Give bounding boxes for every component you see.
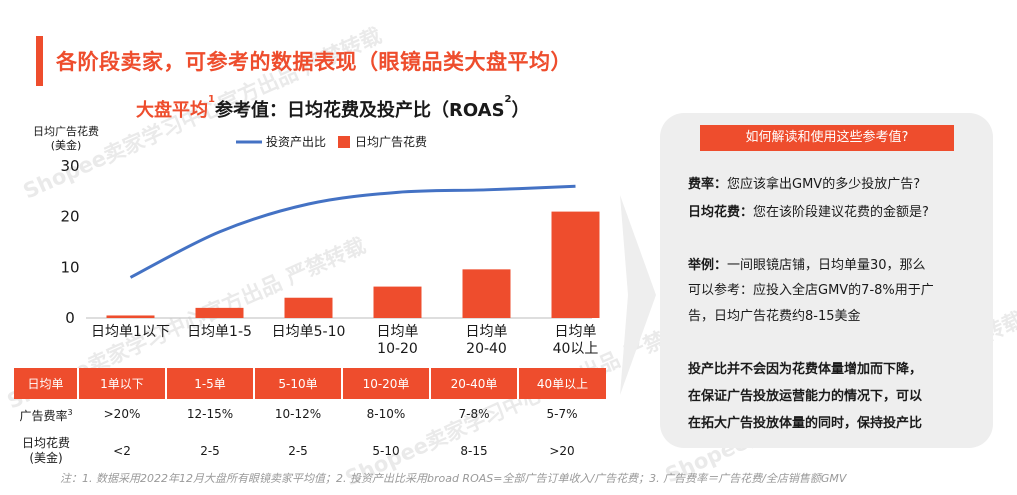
legend-label: 投资产出比 xyxy=(266,134,326,149)
panel-line-example-2: 可以参考：应投入全店GMV的7-8%用于广 xyxy=(688,283,934,298)
panel-text: 您在该阶段建议花费的金额是? xyxy=(753,205,929,220)
table-cell: 8-10% xyxy=(366,407,406,421)
table-cell: 12-15% xyxy=(186,407,234,421)
bar xyxy=(284,297,333,318)
table-header-row: 日均单 1单以下 1-5单 5-10单 10-20单 20-40单 40单以上 xyxy=(14,368,606,399)
bar xyxy=(373,286,422,318)
panel-note-line: 投产比并不会因为花费体量增加而下降， xyxy=(688,362,923,377)
legend-label: 日均广告花费 xyxy=(355,134,427,149)
page-title: 各阶段卖家，可参考的数据表现（眼镜品类大盘平均） xyxy=(56,50,572,74)
x-tick-label: 20-40 xyxy=(466,341,507,357)
x-tick-label: 日均单 xyxy=(377,324,419,340)
chart-title-sup1: 1 xyxy=(208,94,215,105)
row-label-text: 广告费率 xyxy=(19,408,68,423)
panel-line-spend: 日均花费：您在该阶段建议花费的金额是? xyxy=(688,201,929,220)
panel-label: 日均花费： xyxy=(688,205,754,220)
x-tick-label: 日均单1以下 xyxy=(91,324,170,340)
panel-label: 费率： xyxy=(688,177,728,192)
row-label-text: 日均花费 xyxy=(21,436,70,450)
y-tick-label: 10 xyxy=(60,258,79,276)
chart-title-rest: 参考值：日均花费及投产比（ROAS xyxy=(214,100,505,121)
data-table: 日均单 1单以下 1-5单 5-10单 10-20单 20-40单 40单以上 … xyxy=(14,368,606,473)
panel-text: 您应该拿出GMV的多少投放广告? xyxy=(727,177,921,192)
table-header-cell: 40单以上 xyxy=(517,368,606,399)
panel-label: 举例： xyxy=(688,258,728,273)
table-cell: >20% xyxy=(103,407,141,421)
table-header-cell: 1单以下 xyxy=(77,368,166,399)
x-tick-label: 日均单 xyxy=(555,324,597,340)
panel-line-example: 举例：一间眼镜店铺，日均单量30，那么 xyxy=(688,254,926,273)
x-tick-label: 日均单5-10 xyxy=(272,324,346,340)
table-row: 广告费率3 >20% 12-15% 10-12% 8-10% 7-8% 5-7% xyxy=(14,399,606,429)
y-axis-label: (美金) xyxy=(51,138,82,152)
table-cell: 2-5 xyxy=(288,443,308,458)
chart-title: 大盘平均1参考值：日均花费及投产比（ROAS2） xyxy=(136,94,530,122)
info-panel-heading: 如何解读和使用这些参考值? xyxy=(700,125,954,151)
legend-bar-swatch xyxy=(338,136,350,148)
panel-line-rate: 费率：您应该拿出GMV的多少投放广告? xyxy=(688,173,920,192)
table-cell: >20 xyxy=(549,443,575,458)
panel-text: 一间眼镜店铺，日均单量30，那么 xyxy=(727,258,926,273)
y-tick-label: 20 xyxy=(60,208,79,226)
panel-line-example-3: 告，日均广告花费约8-15美金 xyxy=(688,309,861,324)
table-header-cell: 日均单 xyxy=(14,368,78,399)
bar xyxy=(462,269,511,318)
x-tick-label: 日均单1-5 xyxy=(187,324,252,340)
panel-note-line: 在保证广告投放运营能力的情况下，可以 xyxy=(688,389,923,404)
table-cell: 8-15 xyxy=(460,443,488,458)
table-row-label: 日均花费 (美金) xyxy=(14,429,78,473)
row-label-sup: 3 xyxy=(67,407,73,417)
x-tick-label: 日均单 xyxy=(466,324,508,340)
y-tick-label: 30 xyxy=(60,157,79,175)
chart-title-close: ） xyxy=(511,100,530,121)
table-cell: 2-5 xyxy=(200,443,220,458)
table-cell: <2 xyxy=(113,443,131,458)
table-header-cell: 5-10单 xyxy=(253,368,342,399)
footnote: 注：1. 数据采用2022年12月大盘所有眼镜卖家平均值；2. 投资产出比采用b… xyxy=(60,472,847,485)
x-tick-label: 10-20 xyxy=(377,341,418,357)
table-cell: 7-8% xyxy=(458,407,490,421)
table-header-cell: 10-20单 xyxy=(341,368,430,399)
table-row-label: 广告费率3 xyxy=(14,399,78,429)
panel-note-line: 在拓大广告投放体量的同时，保持投产比 xyxy=(688,416,923,431)
x-tick-label: 40以上 xyxy=(553,341,599,357)
table-header-cell: 1-5单 xyxy=(165,368,254,399)
bar xyxy=(551,211,600,318)
y-tick-label: 0 xyxy=(65,309,75,327)
bar xyxy=(195,307,244,318)
table-header-cell: 20-40单 xyxy=(429,368,518,399)
y-axis-label: 日均广告花费 xyxy=(33,125,99,138)
title-accent-bar xyxy=(36,36,43,86)
chart-title-sup2: 2 xyxy=(504,94,512,105)
bar xyxy=(106,315,155,318)
table-cell: 5-10 xyxy=(372,443,400,458)
roas-line xyxy=(129,184,576,279)
row-label-unit: (美金) xyxy=(29,451,63,465)
table-row: 日均花费 (美金) <2 2-5 2-5 5-10 8-15 >20 xyxy=(14,429,606,473)
chevron-right-icon xyxy=(620,195,656,395)
chart-title-accent: 大盘平均 xyxy=(136,100,208,121)
info-panel xyxy=(660,113,993,448)
table-cell: 10-12% xyxy=(274,407,322,421)
table-cell: 5-7% xyxy=(546,407,578,421)
